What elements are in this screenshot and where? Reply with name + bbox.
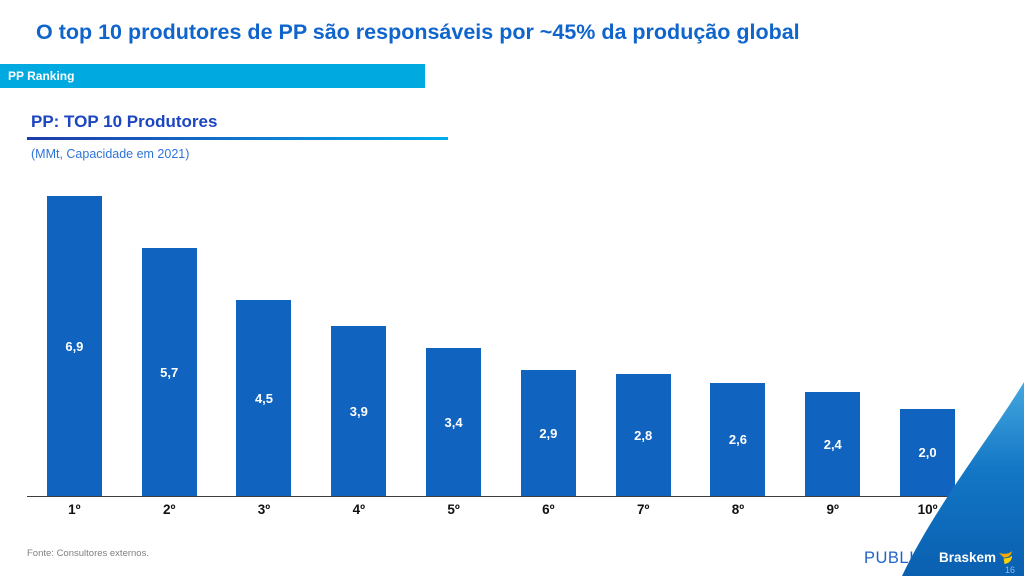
- source-note: Fonte: Consultores externos.: [27, 548, 149, 559]
- bar-slot: 6,9: [27, 196, 122, 496]
- chart-subtitle: (MMt, Capacidade em 2021): [31, 147, 190, 161]
- category-label: 3º: [257, 502, 271, 517]
- bar: 3,4: [426, 348, 482, 496]
- category-label: 9º: [826, 502, 839, 517]
- bar: 2,4: [805, 392, 861, 496]
- bar-slot: 3,9: [311, 326, 406, 496]
- bar-slot: 2,0: [880, 409, 975, 496]
- section-tag-banner: PP Ranking: [0, 64, 425, 88]
- brand-leaf-icon: [998, 550, 1013, 565]
- bar: 2,9: [520, 370, 576, 496]
- slide-title: O top 10 produtores de PP são responsáve…: [36, 20, 800, 44]
- bar-value-label: 2,6: [728, 432, 747, 447]
- bar: 2,6: [710, 383, 766, 496]
- bar: 6,9: [46, 196, 102, 496]
- bar-value-label: 3,9: [349, 403, 368, 419]
- chart-title-underline: [27, 137, 448, 140]
- x-axis-line: [27, 496, 975, 497]
- bar-slot: 4,5: [217, 300, 312, 496]
- bar-value-label: 2,4: [823, 436, 842, 452]
- category-label: 8º: [731, 502, 745, 517]
- bar: 4,5: [236, 300, 292, 496]
- bar: 5,7: [141, 248, 197, 496]
- bar-value-label: 3,4: [444, 414, 463, 430]
- bar-slot: 2,6: [691, 383, 786, 496]
- category-label: 1º: [68, 502, 81, 517]
- bar-slot: 2,9: [501, 370, 596, 496]
- category-label: 7º: [636, 502, 650, 517]
- bar-value-label: 4,5: [254, 390, 274, 406]
- bar-value-label: 2,8: [634, 427, 653, 443]
- bar-value-label: 6,9: [65, 338, 84, 354]
- section-tag-label: PP Ranking: [8, 69, 75, 83]
- bar: 2,8: [615, 374, 671, 496]
- bar-slot: 5,7: [122, 248, 217, 496]
- brand-wordmark: Braskem: [938, 550, 996, 565]
- bar: 2,0: [900, 409, 956, 496]
- chart-title: PP: TOP 10 Produtores: [31, 112, 218, 131]
- bars-row: 6,9 5,7 4,5 3,9 3,4 2,9 2,8 2,6 2,4 2,0: [27, 196, 975, 496]
- brand-lockup: Braskem: [939, 550, 1013, 565]
- category-label: 5º: [447, 502, 460, 517]
- category-label: 2º: [162, 502, 176, 517]
- bar: 3,9: [331, 326, 387, 496]
- bar-value-label: 5,7: [160, 364, 179, 380]
- page-number: 16: [1004, 565, 1015, 575]
- bar-value-label: 2,9: [539, 425, 558, 441]
- category-label: 6º: [542, 502, 555, 517]
- corner-swoosh-decoration: [902, 382, 1024, 576]
- bar-slot: 2,8: [596, 374, 691, 496]
- category-label: 10º: [917, 502, 938, 517]
- categories-row: 1º 2º 3º 4º 5º 6º 7º 8º 9º 10º: [27, 502, 975, 517]
- bar-slot: 3,4: [406, 348, 501, 496]
- category-label: 4º: [352, 502, 366, 517]
- bar-value-label: 2,0: [918, 445, 937, 460]
- bar-slot: 2,4: [785, 392, 880, 496]
